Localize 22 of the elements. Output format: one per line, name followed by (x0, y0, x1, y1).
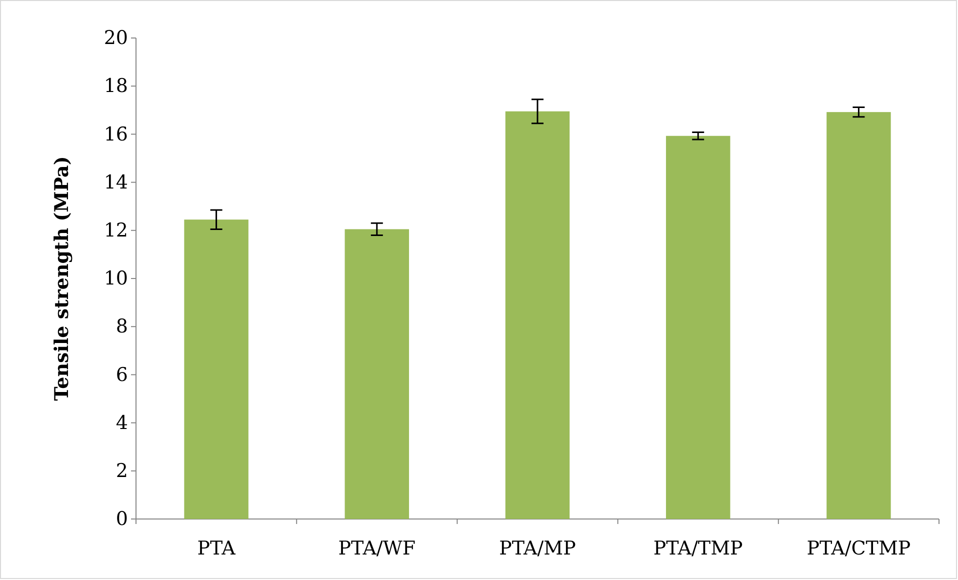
y-tick-label: 0 (116, 508, 128, 530)
y-tick-label: 8 (116, 316, 128, 338)
y-tick-label: 20 (104, 27, 128, 50)
y-tick-label: 4 (116, 412, 128, 434)
y-axis-title: Tensile strength (MPa) (51, 156, 73, 401)
bar (666, 136, 730, 519)
y-tick-label: 10 (104, 268, 128, 290)
y-tick-label: 2 (116, 460, 128, 482)
y-tick-label: 14 (104, 171, 128, 194)
y-tick-label: 6 (116, 364, 128, 386)
x-tick-label: PTA/TMP (653, 537, 744, 560)
y-tick-label: 16 (104, 123, 128, 146)
x-tick-label: PTA/MP (499, 537, 576, 560)
x-tick-label: PTA (197, 537, 236, 560)
bar (344, 229, 410, 519)
y-tick-label: 18 (104, 75, 128, 98)
y-tick-label: 12 (104, 219, 128, 242)
x-tick-label: PTA/WF (338, 537, 416, 560)
bar (826, 112, 891, 519)
x-tick-label: PTA/CTMP (806, 537, 911, 560)
bar (505, 111, 570, 519)
bar (184, 220, 248, 519)
